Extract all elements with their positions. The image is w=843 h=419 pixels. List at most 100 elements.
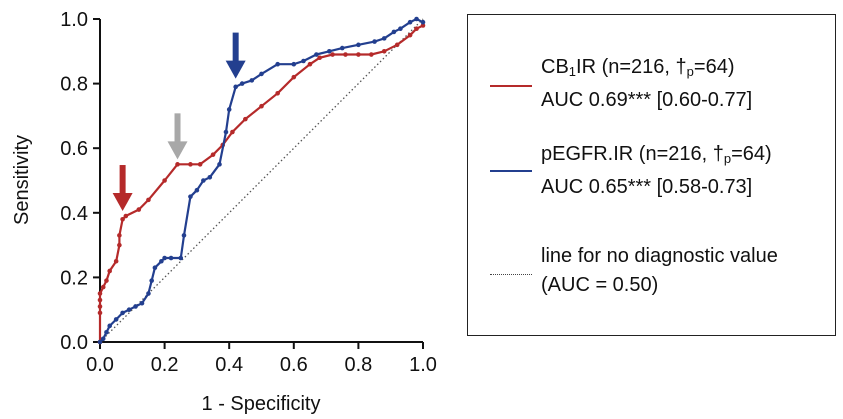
data-point-pegfr (249, 78, 255, 83)
data-point-cb1ir (146, 197, 151, 203)
data-point-pegfr (217, 162, 222, 167)
y-tick-label: 0.0 (60, 332, 88, 354)
x-axis-title: 1 - Specificity (202, 393, 321, 415)
data-point-pegfr (327, 49, 332, 54)
x-tick-label: 1.0 (409, 354, 437, 376)
data-point-pegfr (275, 61, 280, 67)
data-point-pegfr (194, 187, 200, 193)
data-point-pegfr (168, 255, 174, 261)
data-point-cb1ir (100, 284, 106, 290)
data-point-pegfr (356, 42, 361, 48)
data-point-pegfr (223, 129, 229, 135)
data-point-pegfr (398, 26, 403, 31)
legend-swatch-no-value (490, 274, 532, 275)
data-point-pegfr (181, 233, 187, 238)
data-point-pegfr (162, 255, 167, 261)
data-point-pegfr (259, 71, 264, 77)
data-point-cb1ir (230, 129, 235, 135)
data-point-pegfr (381, 36, 387, 41)
x-tick-label: 0.6 (280, 354, 308, 376)
data-point-cb1ir (356, 52, 361, 57)
y-axis-title: Sensitivity (11, 135, 33, 225)
data-point-cb1ir (317, 55, 322, 61)
data-point-pegfr (178, 255, 184, 261)
data-point-cb1ir (97, 310, 103, 316)
data-point-pegfr (104, 330, 109, 335)
cutoff-arrow-icon (167, 113, 188, 160)
data-point-cb1ir (117, 242, 122, 248)
data-point-pegfr (139, 300, 145, 306)
legend-auc-no-value: (AUC = 0.50) (541, 274, 659, 296)
data-point-cb1ir (107, 268, 112, 274)
data-point-pegfr (126, 307, 132, 313)
y-tick-label: 0.4 (60, 203, 88, 225)
data-point-pegfr (120, 310, 125, 316)
x-tick-label: 0.8 (344, 354, 372, 376)
y-tick-label: 0.8 (60, 74, 88, 96)
data-point-pegfr (372, 39, 377, 44)
data-point-cb1ir (210, 152, 216, 157)
data-point-cb1ir (162, 178, 167, 183)
legend-swatch-cb1ir (490, 85, 532, 87)
data-point-pegfr (207, 174, 213, 180)
y-tick-label: 0.2 (60, 267, 88, 289)
data-point-cb1ir (369, 52, 374, 57)
data-point-pegfr (152, 265, 158, 271)
data-point-cb1ir (407, 32, 413, 38)
data-point-pegfr (339, 45, 345, 51)
data-point-pegfr (239, 81, 245, 86)
data-point-cb1ir (97, 297, 103, 303)
cutoff-arrow-icon (112, 165, 133, 212)
legend-label-no-value: line for no diagnostic value (541, 245, 778, 267)
data-point-cb1ir (243, 116, 248, 122)
x-tick-label: 0.4 (215, 354, 243, 376)
data-point-cb1ir (275, 90, 280, 96)
data-point-pegfr (188, 194, 193, 199)
data-point-cb1ir (175, 162, 180, 167)
data-point-pegfr (391, 29, 397, 35)
data-point-pegfr (420, 19, 426, 25)
data-point-pegfr (107, 323, 112, 329)
data-point-pegfr (291, 61, 297, 67)
data-point-cb1ir (188, 162, 193, 167)
data-point-pegfr (133, 304, 138, 309)
data-point-pegfr (100, 336, 106, 342)
legend-auc-pegfr: AUC 0.65*** [0.58-0.73] (541, 176, 753, 198)
data-point-cb1ir (420, 23, 426, 28)
data-point-cb1ir (343, 52, 348, 57)
cutoff-arrow-icon (225, 32, 246, 79)
legend-label-pegfr: pEGFR.IR (n=216, †p=64) (541, 143, 772, 166)
data-point-cb1ir (381, 49, 387, 54)
data-point-cb1ir (414, 26, 419, 31)
data-point-pegfr (226, 107, 232, 112)
series-line-no-diagnostic-value (99, 18, 424, 343)
data-point-pegfr (97, 339, 103, 345)
legend-swatch-pegfr (490, 170, 532, 172)
data-point-cb1ir (307, 61, 313, 67)
data-point-cb1ir (259, 103, 264, 109)
data-point-pegfr (301, 58, 306, 64)
data-point-cb1ir (330, 52, 335, 57)
data-point-cb1ir (117, 233, 122, 238)
data-point-pegfr (314, 52, 319, 57)
legend-label-cb1ir: CB1IR (n=216, †p=64) (541, 56, 735, 79)
data-point-cb1ir (120, 216, 125, 222)
data-point-pegfr (407, 19, 413, 25)
data-point-cb1ir (291, 74, 297, 80)
x-tick-label: 0.0 (86, 354, 114, 376)
y-tick-label: 1.0 (60, 9, 88, 31)
data-point-pegfr (149, 278, 154, 283)
x-tick-label: 0.2 (151, 354, 179, 376)
data-point-pegfr (113, 317, 119, 322)
data-point-cb1ir (136, 207, 142, 212)
data-point-cb1ir (97, 304, 103, 309)
data-point-pegfr (233, 84, 238, 90)
legend-auc-cb1ir: AUC 0.69*** [0.60-0.77] (541, 89, 753, 111)
data-point-pegfr (201, 178, 206, 183)
data-point-pegfr (159, 258, 164, 264)
legend: CB1IR (n=216, †p=64) AUC 0.69*** [0.60-0… (467, 14, 836, 336)
roc-chart: 0.0 0.2 0.4 0.6 0.8 1.0 0.0 0.2 0.4 0.6 0.8 1.0 Sen… (11, 9, 437, 415)
data-point-cb1ir (97, 291, 103, 296)
data-point-cb1ir (123, 213, 129, 219)
data-point-cb1ir (394, 42, 400, 48)
